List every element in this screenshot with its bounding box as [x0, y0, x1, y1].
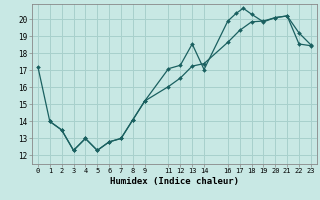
X-axis label: Humidex (Indice chaleur): Humidex (Indice chaleur) — [110, 177, 239, 186]
